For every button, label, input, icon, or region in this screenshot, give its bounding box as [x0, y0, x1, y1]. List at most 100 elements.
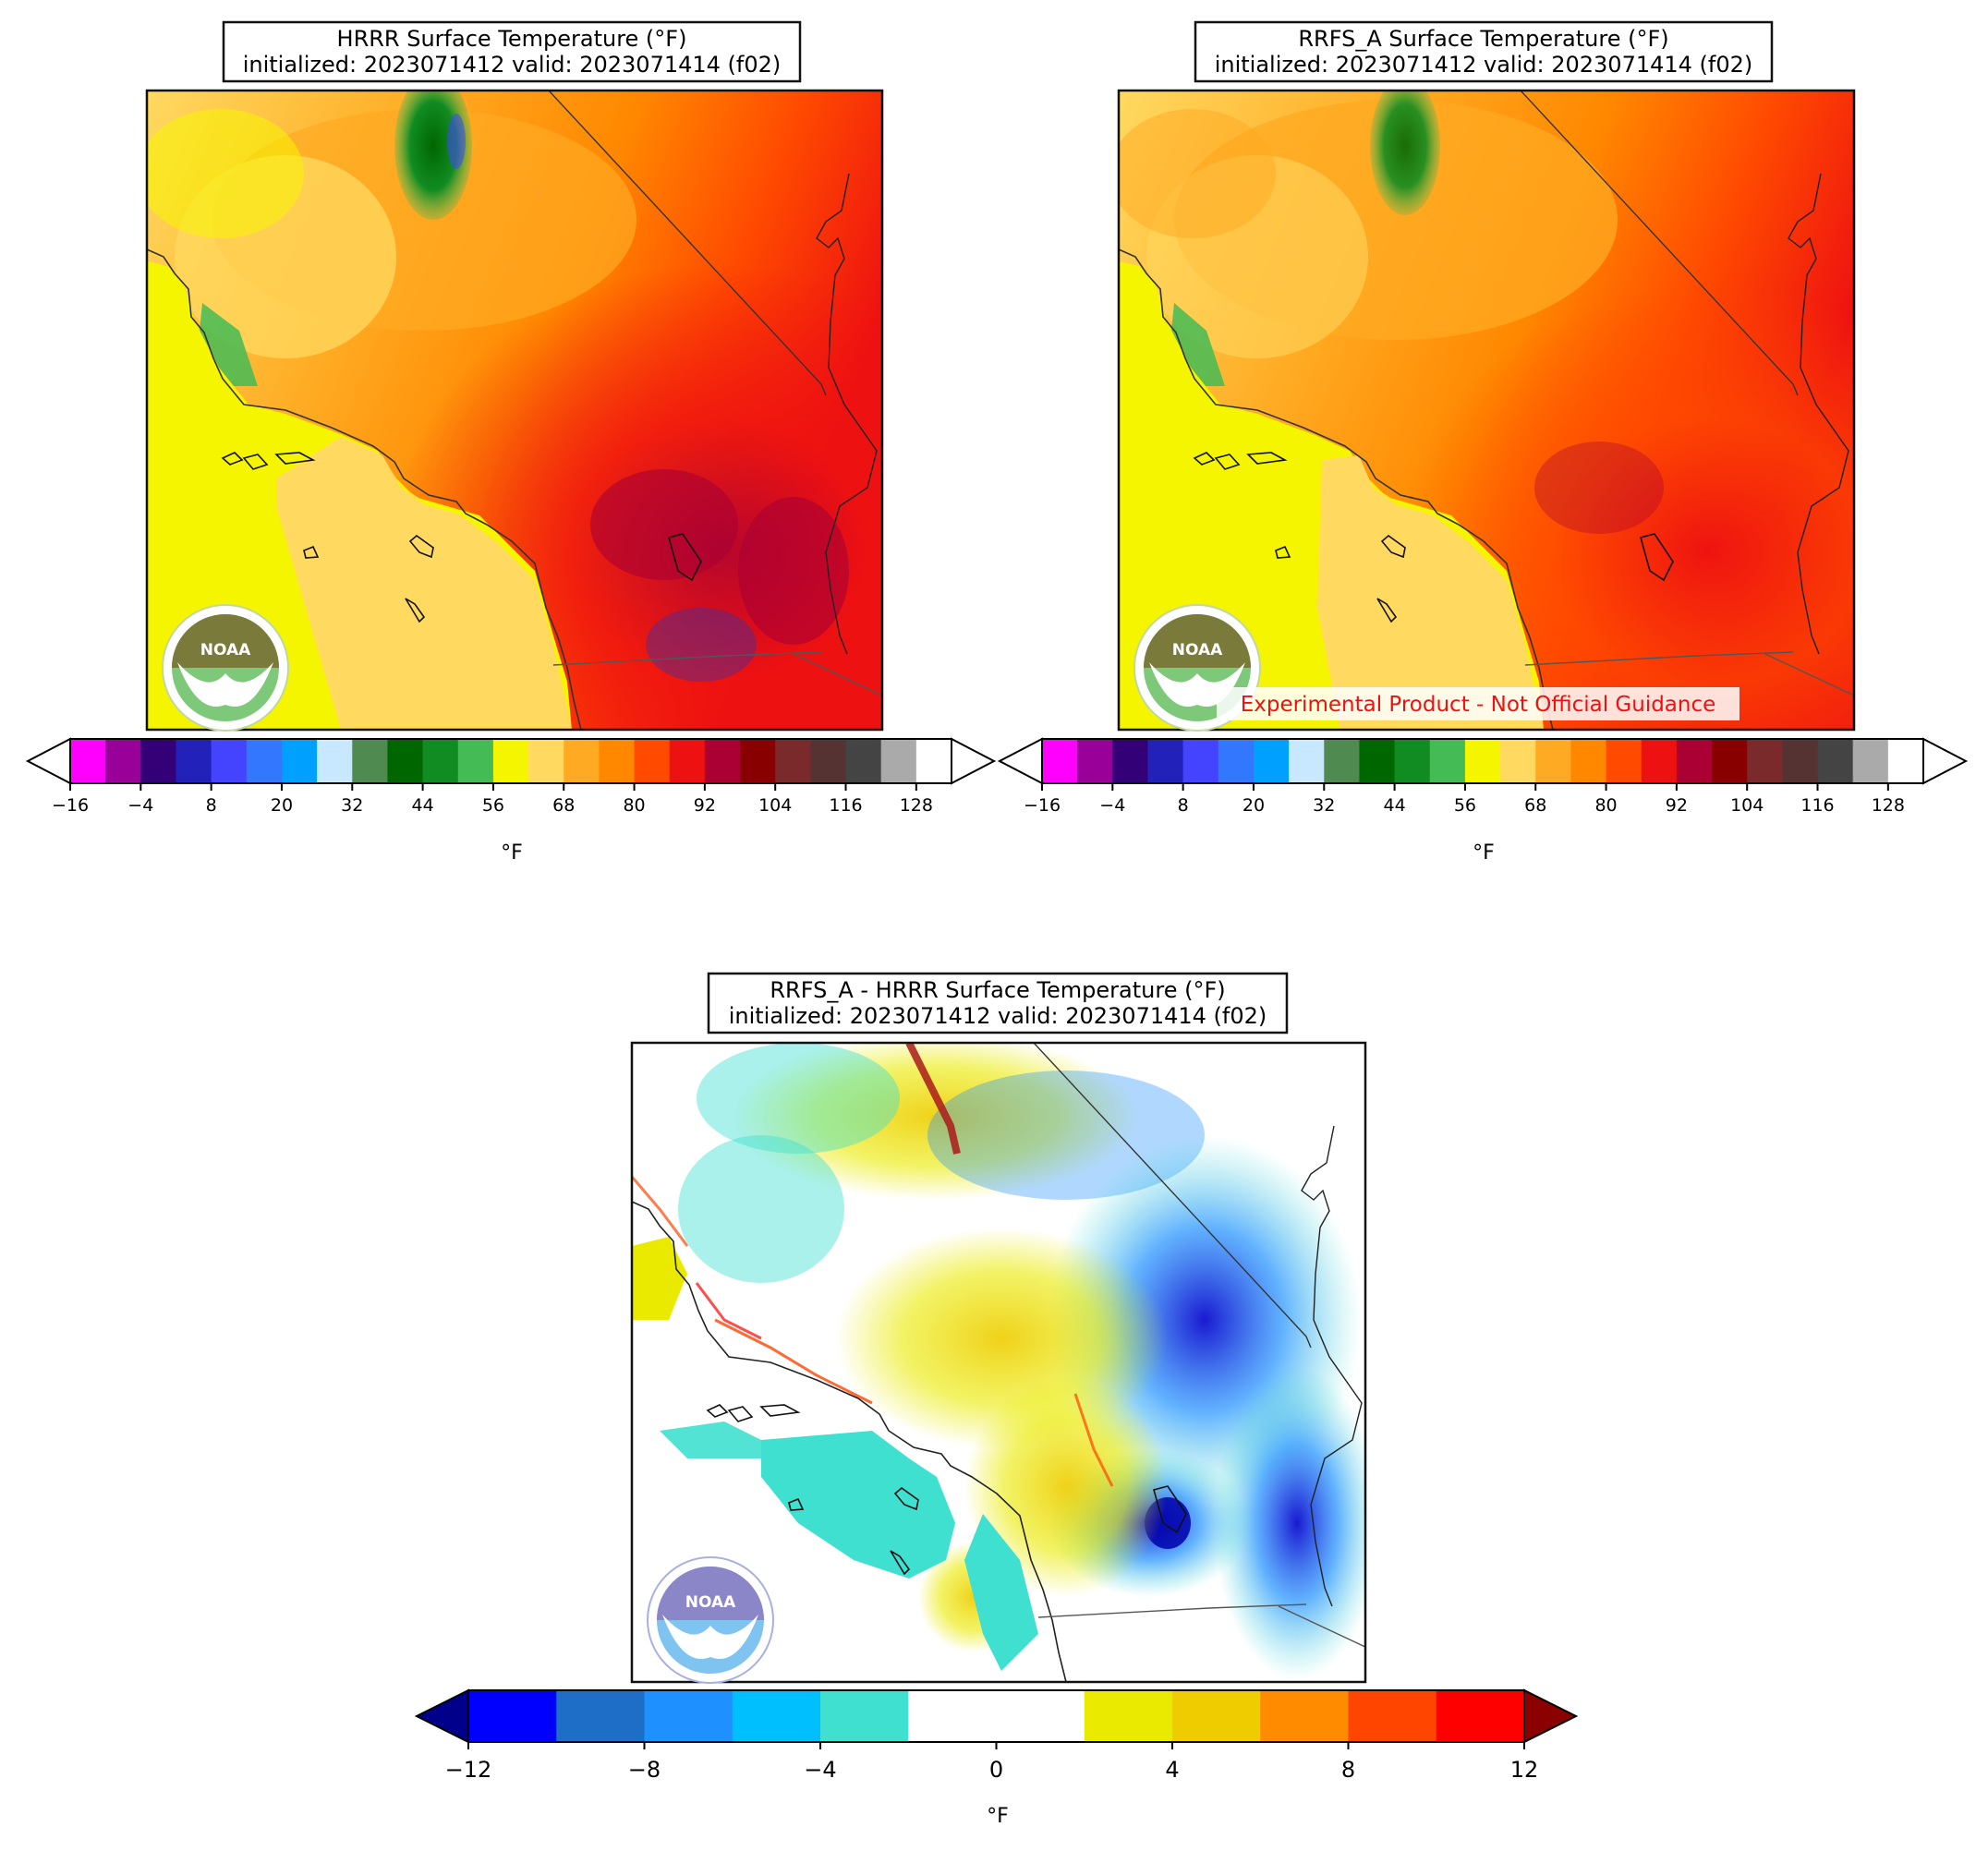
noaa-logo-text: NOAA [685, 1593, 736, 1612]
diff-colorbar-swatch [1172, 1690, 1261, 1742]
hrrr-colorbar-tick-label: 80 [623, 795, 645, 816]
hrrr-colorbar-tick-label: 44 [412, 795, 434, 816]
diff-title: RRFS_A - HRRR Surface Temperature (°F) [770, 977, 1225, 1003]
diff-map-frame [630, 1041, 1367, 1684]
rrfs-colorbar-tick-label: 104 [1730, 795, 1764, 816]
rrfs-colorbar-tick-label: −4 [1099, 795, 1125, 816]
rrfs-colorbar-swatch [1817, 739, 1854, 783]
rrfs-colorbar-swatch [1394, 739, 1431, 783]
hrrr-colorbar-under-extend [25, 737, 71, 785]
rrfs-colorbar-swatch [1747, 739, 1783, 783]
hrrr-colorbar-tick-label: 116 [829, 795, 862, 816]
hrrr-colorbar-swatch [281, 739, 318, 783]
rrfs-colorbar-tick-label: 20 [1242, 795, 1265, 816]
rrfs-colorbar-tick-label: 68 [1524, 795, 1546, 816]
rrfs-colorbar-tick-label: −16 [1024, 795, 1061, 816]
hrrr-colorbar-swatch [599, 739, 636, 783]
diff-colorbar-tick-label: −8 [628, 1757, 661, 1783]
hrrr-colorbar-swatch [317, 739, 353, 783]
rrfs-colorbar-swatch [1042, 739, 1078, 783]
hrrr-colorbar-swatch [246, 739, 283, 783]
noaa-logo: NOAA [162, 604, 289, 732]
rrfs-colorbar-tick-label: 56 [1454, 795, 1476, 816]
rrfs-colorbar-swatch [1324, 739, 1361, 783]
rrfs-colorbar-swatch [1464, 739, 1501, 783]
rrfs-title: RRFS_A Surface Temperature (°F) [1298, 26, 1668, 52]
rrfs-colorbar-swatch [1289, 739, 1325, 783]
diff-colorbar-tick-label: 0 [989, 1757, 1003, 1783]
rrfs-colorbar-tick-label: 116 [1800, 795, 1834, 816]
hrrr-colorbar-swatch [105, 739, 141, 783]
hrrr-colorbar-tick-label: 8 [206, 795, 217, 816]
rrfs-colorbar-tick-label: 32 [1313, 795, 1335, 816]
diff-colorbar-swatch [996, 1690, 1085, 1742]
diff-map: NOAA [630, 1041, 1367, 1684]
rrfs-colorbar-swatch [1782, 739, 1819, 783]
diff-colorbar-swatch [908, 1690, 998, 1742]
diff-panel: RRFS_A - HRRR Surface Temperature (°F) i… [630, 972, 1367, 1684]
hrrr-colorbar-tick-label: −4 [127, 795, 153, 816]
hrrr-colorbar-outline [69, 738, 952, 784]
hrrr-subtitle: initialized: 2023071412 valid: 202307141… [243, 52, 782, 78]
experimental-banner: Experimental Product - Not Official Guid… [1241, 693, 1716, 717]
rrfs-colorbar-swatch [1712, 739, 1748, 783]
diff-colorbar-over-extend [1523, 1688, 1579, 1744]
diff-title-box [707, 972, 1289, 1034]
rrfs-colorbar-under-extend [997, 737, 1043, 785]
hrrr-colorbar-swatch [422, 739, 459, 783]
rrfs-colorbar-swatch [1182, 739, 1219, 783]
noaa-logo: NOAA [647, 1556, 774, 1684]
hrrr-panel: HRRR Surface Temperature (°F) initialize… [145, 20, 884, 732]
rrfs-colorbar: −16 −4 8 20 32 44 56 68 80 92 104 116 128 [997, 737, 1969, 816]
rrfs-colorbar-swatch [1359, 739, 1396, 783]
rrfs-colorbar-tick-label: 44 [1384, 795, 1406, 816]
rrfs-map-frame [1117, 89, 1856, 732]
diff-colorbar-swatch [732, 1690, 821, 1742]
noaa-logo-text: NOAA [1172, 641, 1223, 659]
rrfs-colorbar-swatch [1535, 739, 1571, 783]
hrrr-colorbar-swatch [634, 739, 671, 783]
hrrr-colorbar-swatch [740, 739, 776, 783]
hrrr-colorbar-swatch [387, 739, 424, 783]
diff-colorbar-under-extend [414, 1688, 469, 1744]
diff-colorbar-swatch [1348, 1690, 1437, 1742]
hrrr-colorbar-swatch [492, 739, 529, 783]
hrrr-colorbar-unit: °F [501, 841, 523, 865]
rrfs-colorbar-swatch [1852, 739, 1889, 783]
rrfs-colorbar-swatch [1112, 739, 1149, 783]
rrfs-colorbar-swatch [1218, 739, 1255, 783]
hrrr-colorbar-tick-label: 68 [552, 795, 575, 816]
hrrr-colorbar-swatch [70, 739, 106, 783]
rrfs-subtitle: initialized: 2023071412 valid: 202307141… [1215, 52, 1753, 78]
rrfs-colorbar-tick-label: 80 [1594, 795, 1617, 816]
hrrr-colorbar-swatch [140, 739, 177, 783]
rrfs-colorbar-swatch [1887, 739, 1924, 783]
diff-colorbar-swatch [556, 1690, 646, 1742]
hrrr-colorbar-tick-label: 104 [758, 795, 792, 816]
hrrr-colorbar-swatch [564, 739, 600, 783]
diff-colorbar-swatch [820, 1690, 909, 1742]
hrrr-colorbar-tick-label: 20 [271, 795, 293, 816]
diff-colorbar-unit: °F [987, 1805, 1009, 1828]
hrrr-colorbar-swatch [352, 739, 389, 783]
hrrr-colorbar-swatch [528, 739, 564, 783]
hrrr-colorbar-swatch [669, 739, 706, 783]
rrfs-colorbar-swatch [1500, 739, 1536, 783]
hrrr-colorbar-swatch [915, 739, 952, 783]
diff-colorbar-tick-label: 8 [1341, 1757, 1355, 1783]
hrrr-map-frame [145, 89, 884, 732]
rrfs-title-box [1194, 20, 1774, 83]
hrrr-colorbar: −16 −4 8 20 32 44 56 68 80 92 104 116 128 [25, 737, 997, 816]
hrrr-title: HRRR Surface Temperature (°F) [337, 26, 687, 52]
rrfs-colorbar-unit: °F [1473, 841, 1495, 865]
rrfs-colorbar-swatch [1641, 739, 1678, 783]
diff-colorbar-tick-label: 12 [1510, 1757, 1539, 1783]
hrrr-colorbar-tick-label: 32 [341, 795, 363, 816]
rrfs-colorbar-swatch [1077, 739, 1113, 783]
noaa-logo-text: NOAA [200, 641, 251, 659]
rrfs-colorbar-tick-label: 128 [1872, 795, 1905, 816]
hrrr-colorbar-swatch [176, 739, 212, 783]
hrrr-colorbar-tick-label: 128 [900, 795, 933, 816]
hrrr-colorbar-over-extend [951, 737, 997, 785]
